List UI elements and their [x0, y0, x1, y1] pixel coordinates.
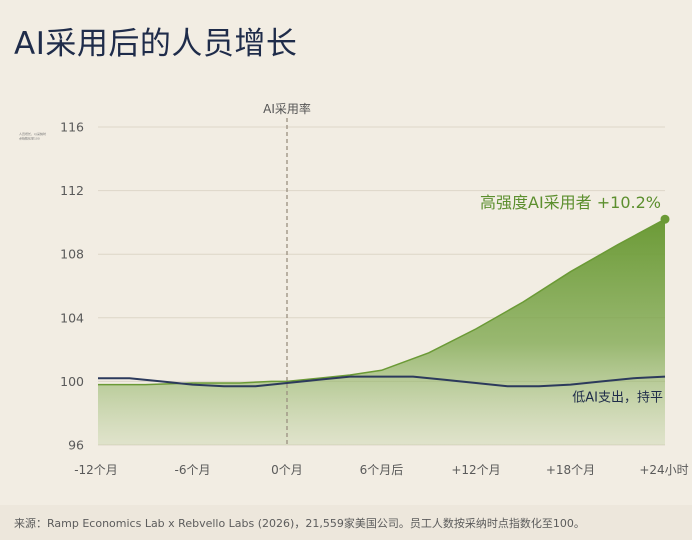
x-tick-label: +12个月	[451, 463, 500, 477]
chart-title: AI采用后的人员增长	[14, 26, 298, 62]
area-high-adopters-edge	[98, 218, 666, 386]
high-adopters-end-point	[660, 214, 670, 224]
source-footnote: 来源：Ramp Economics Lab x Rebvello Labs (2…	[14, 517, 585, 530]
x-tick-label: +18个月	[546, 463, 595, 477]
y-tick-label: 116	[60, 120, 84, 135]
y-axis-note-line: 点指数化至100	[19, 136, 40, 141]
footer-band	[0, 505, 692, 540]
adoption-marker-label: AI采用率	[263, 101, 311, 116]
x-tick-label: -6个月	[175, 463, 211, 477]
x-tick-labels: -12个月 -6个月 0个月 6个月后 +12个月 +18个月 +24小时	[74, 463, 688, 477]
y-tick-label: 108	[60, 247, 84, 262]
y-tick-label: 112	[60, 183, 84, 198]
y-tick-label: 100	[60, 374, 84, 389]
x-tick-label: -12个月	[74, 463, 118, 477]
y-tick-label: 96	[68, 438, 84, 453]
chart: 96 100 104 108 112 116 -12个月 -6个月 0个月 6个月后 +12个月 +…	[18, 101, 689, 477]
x-tick-label: 6个月后	[360, 463, 404, 477]
high-adopters-label: 高强度AI采用者 +10.2%	[480, 193, 661, 212]
x-tick-label: +24小时	[639, 463, 688, 477]
y-tick-labels: 96 100 104 108 112 116	[60, 120, 84, 453]
y-axis-note-line: 人员增长，以采纳时	[19, 131, 46, 136]
x-tick-label: 0个月	[271, 463, 303, 477]
area-high-adopters	[98, 219, 665, 445]
low-spend-label: 低AI支出，持平	[572, 391, 663, 406]
line-low-spend	[98, 375, 666, 388]
y-tick-label: 104	[60, 310, 84, 325]
